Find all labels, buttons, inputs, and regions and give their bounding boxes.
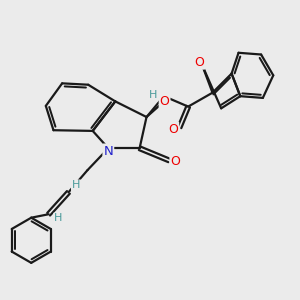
Text: O: O <box>160 94 170 107</box>
Text: N: N <box>103 145 113 158</box>
Text: H: H <box>54 213 62 224</box>
Text: H: H <box>149 91 157 100</box>
Text: O: O <box>170 154 180 168</box>
Text: H: H <box>72 180 80 190</box>
Text: O: O <box>168 123 178 136</box>
Text: O: O <box>194 56 204 69</box>
